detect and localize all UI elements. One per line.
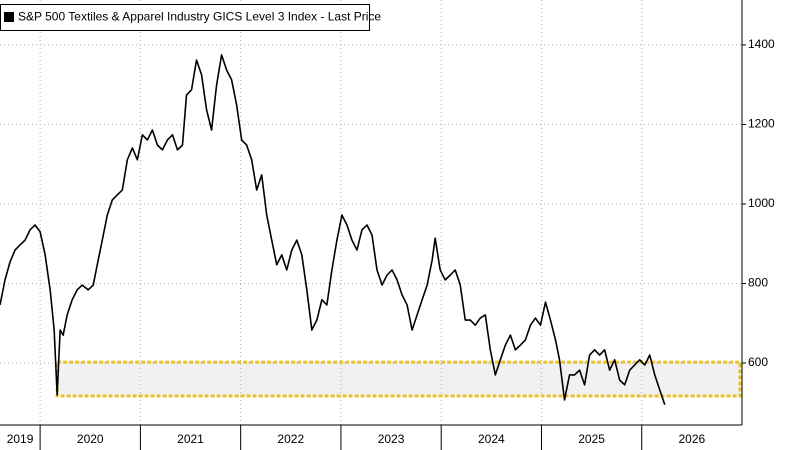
legend-swatch xyxy=(4,12,14,22)
x-tick-label: 2020 xyxy=(77,432,104,446)
axes: 600 800 1000 1200 1400 2019 2020 2021 2022 2023 20… xyxy=(0,0,775,450)
y-tick-label: 1000 xyxy=(748,196,775,210)
plot xyxy=(0,54,742,405)
highlight-band xyxy=(55,360,742,398)
grid xyxy=(0,0,742,425)
y-tick-label: 1200 xyxy=(748,117,775,131)
x-tick-label: 2024 xyxy=(478,432,505,446)
x-tick-label: 2026 xyxy=(679,432,706,446)
legend-box xyxy=(0,4,370,31)
x-tick-label: 2022 xyxy=(277,432,304,446)
x-tick-label: 2025 xyxy=(578,432,605,446)
x-tick-label: 2021 xyxy=(177,432,204,446)
y-tick-label: 1400 xyxy=(748,37,775,51)
y-tick-label: 600 xyxy=(748,355,768,369)
price-line xyxy=(0,54,666,405)
legend: S&P 500 Textiles & Apparel Industry GICS… xyxy=(0,4,381,31)
legend-label: S&P 500 Textiles & Apparel Industry GICS… xyxy=(18,10,381,24)
x-tick-label: 2023 xyxy=(378,432,405,446)
y-tick-label: 800 xyxy=(748,276,768,290)
x-tick-label: 2019 xyxy=(7,432,34,446)
